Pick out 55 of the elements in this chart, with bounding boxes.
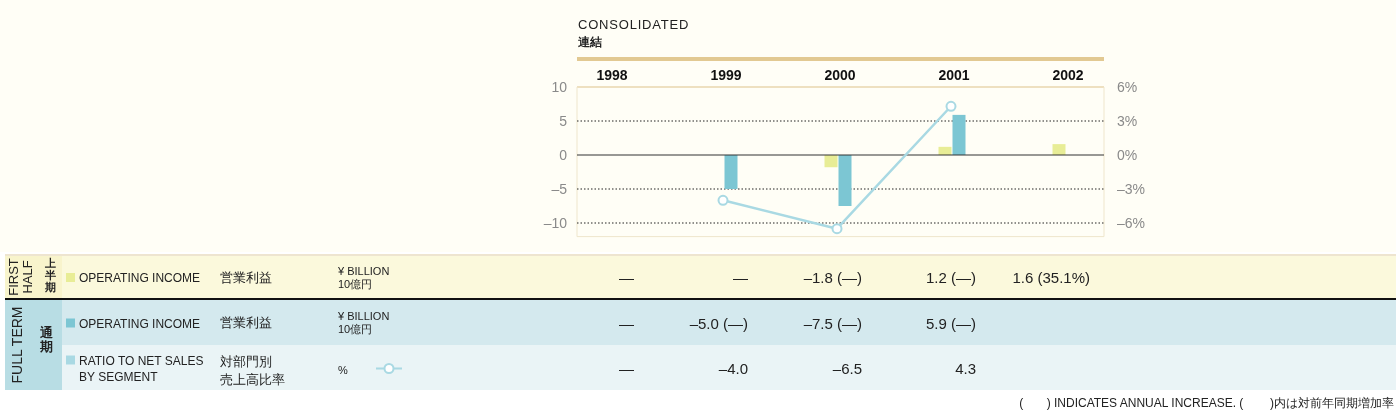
data-label: 1.2 (—) <box>925 269 976 286</box>
text: ¥ BILLION <box>337 265 390 277</box>
bar <box>1052 144 1066 155</box>
text: 通期 <box>38 325 54 354</box>
bar <box>952 114 966 155</box>
x-tick-label: 2002 <box>1052 67 1084 83</box>
x-tick-label: 1999 <box>710 67 742 83</box>
text: 10億円 <box>338 323 373 335</box>
y-tick-label: 0 <box>559 147 568 163</box>
text: — <box>619 359 634 377</box>
y2-tick-label: 3% <box>1117 113 1138 129</box>
text: 売上高比率 <box>220 372 285 387</box>
text: 対部門別 <box>220 354 272 369</box>
data-label: –4.0 <box>718 359 748 377</box>
y2-tick-label: –3% <box>1117 181 1146 197</box>
y2-tick-label: –6% <box>1117 215 1146 231</box>
point <box>717 194 729 206</box>
text: ¥ BILLION <box>337 310 390 322</box>
point <box>945 100 957 112</box>
bar <box>824 155 838 168</box>
legend-label: OPERATING INCOME <box>79 316 201 331</box>
y-tick-label: 5 <box>559 113 568 129</box>
data-label: 1.6 (35.1%) <box>1012 269 1090 286</box>
point <box>831 223 843 235</box>
y-tick-label: –10 <box>543 215 568 231</box>
legend-label: RATIO TO NET SALES BY SEGMENT <box>79 353 204 384</box>
x-tick-label: 2001 <box>938 67 970 83</box>
text: 営業利益 <box>220 270 272 285</box>
chart-subtitle: 連結 <box>577 35 602 49</box>
text: 上半期 <box>43 257 56 293</box>
y-tick-label: 10 <box>551 79 568 95</box>
data-label: –1.8 (—) <box>803 269 862 286</box>
text: — <box>619 269 634 286</box>
data-label: –5.0 (—) <box>689 314 748 332</box>
text: 10億円 <box>338 278 373 290</box>
text: FIRST HALF <box>6 258 35 296</box>
text: 営業利益 <box>220 315 272 330</box>
text: — <box>733 269 748 286</box>
data-label: 5.9 (—) <box>925 314 976 332</box>
text: FULL TERM <box>9 306 25 384</box>
chart-title: CONSOLIDATED <box>578 17 690 32</box>
data-label: 4.3 <box>955 359 976 377</box>
text: — <box>619 314 634 332</box>
data-label: –7.5 (—) <box>803 314 862 332</box>
text: % <box>338 364 348 376</box>
data-label: –6.5 <box>832 359 862 377</box>
bar <box>724 155 738 189</box>
y-tick-label: –5 <box>551 181 568 197</box>
bar <box>838 155 852 206</box>
legend-label: OPERATING INCOME <box>79 271 201 285</box>
x-tick-label: 1998 <box>596 67 628 83</box>
y2-tick-label: 0% <box>1117 147 1138 163</box>
y2-tick-label: 6% <box>1117 79 1138 95</box>
text: ( ) INDICATES ANNUAL INCREASE. ( )内は対前年同期増加率 <box>1019 396 1394 410</box>
x-tick-label: 2000 <box>824 67 856 83</box>
